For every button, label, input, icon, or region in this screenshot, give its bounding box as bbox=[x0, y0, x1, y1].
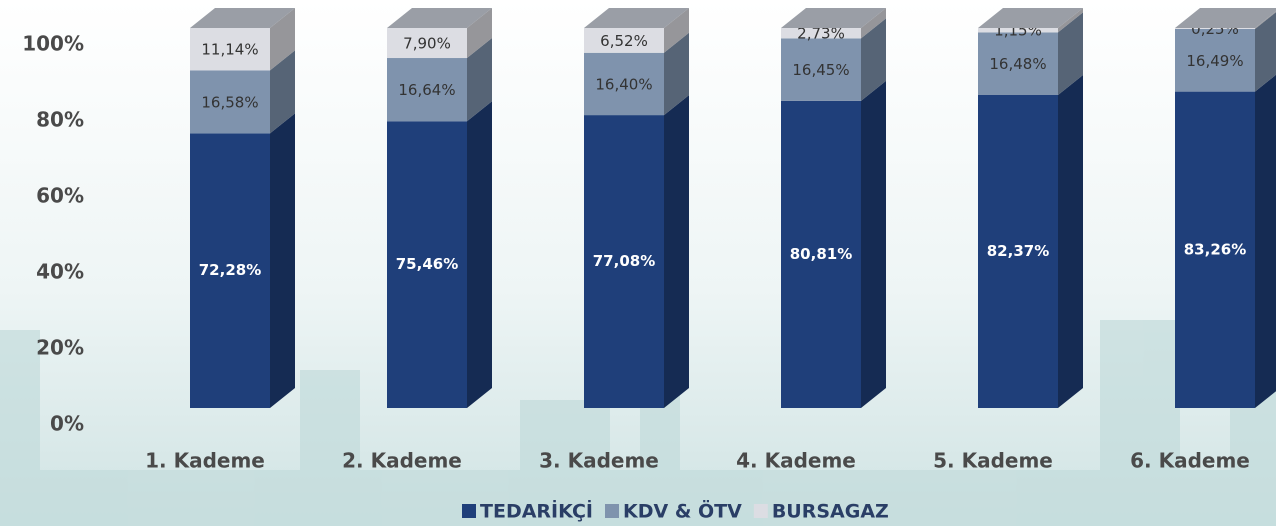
bar-side bbox=[1058, 8, 1083, 33]
bar-segment bbox=[1175, 28, 1255, 29]
bar-top bbox=[781, 8, 886, 29]
y-tick-label: 80% bbox=[36, 108, 84, 132]
x-tick-label: 3. Kademe bbox=[539, 449, 659, 473]
bar-segment bbox=[978, 32, 1058, 95]
x-tick-label: 6. Kademe bbox=[1130, 449, 1250, 473]
bar-top bbox=[190, 8, 295, 28]
bar-segment bbox=[584, 115, 664, 408]
data-label: 80,81% bbox=[790, 245, 852, 263]
bar-side bbox=[861, 8, 886, 39]
x-tick-label: 2. Kademe bbox=[342, 449, 462, 473]
data-label: 72,28% bbox=[199, 261, 261, 279]
data-label: 16,48% bbox=[989, 55, 1046, 73]
bar-side bbox=[1255, 74, 1276, 408]
y-tick-label: 100% bbox=[22, 32, 84, 56]
bar-side bbox=[467, 38, 492, 122]
legend-swatch bbox=[605, 504, 619, 518]
bar-side bbox=[467, 8, 492, 59]
y-tick-label: 20% bbox=[36, 336, 84, 360]
data-label: 16,45% bbox=[792, 61, 849, 79]
x-tick-label: 4. Kademe bbox=[736, 449, 856, 473]
data-label: 16,49% bbox=[1186, 52, 1243, 70]
bar-segment bbox=[387, 121, 467, 408]
bar-side bbox=[270, 8, 295, 71]
bar-side bbox=[861, 18, 886, 101]
bar-side bbox=[664, 32, 689, 116]
bar-segment bbox=[781, 100, 861, 408]
data-label: 7,90% bbox=[403, 35, 451, 53]
bar-segment bbox=[387, 28, 467, 59]
bar-segment bbox=[781, 38, 861, 101]
bar-segment bbox=[190, 28, 270, 71]
legend-label: BURSAGAZ bbox=[772, 501, 889, 523]
data-label: 16,40% bbox=[595, 75, 652, 93]
bar-side bbox=[467, 101, 492, 408]
data-label: 6,52% bbox=[600, 32, 648, 50]
legend-swatch bbox=[753, 504, 768, 518]
y-tick-label: 0% bbox=[50, 412, 84, 436]
x-tick-label: 1. Kademe bbox=[145, 449, 265, 473]
bar-side bbox=[664, 8, 689, 53]
bar-segment bbox=[584, 52, 664, 116]
y-tick-label: 60% bbox=[36, 184, 84, 208]
bar-top bbox=[387, 8, 492, 28]
bar-segment bbox=[387, 58, 467, 122]
skyline bbox=[0, 300, 1276, 526]
bar-side bbox=[1255, 12, 1276, 92]
bar-top bbox=[584, 8, 689, 28]
bar-segment bbox=[190, 133, 270, 408]
legend-label: TEDARİKÇİ bbox=[480, 499, 593, 523]
bar-side bbox=[270, 50, 295, 134]
bar-top bbox=[1175, 8, 1276, 28]
bar-side bbox=[861, 80, 886, 408]
bar-side bbox=[1255, 11, 1276, 29]
bar-side bbox=[1058, 74, 1083, 408]
data-label: 75,46% bbox=[396, 255, 458, 273]
data-label: 2,73% bbox=[797, 25, 845, 43]
bar-segment bbox=[1175, 91, 1255, 408]
bar-top bbox=[978, 8, 1083, 28]
bar-segment bbox=[190, 70, 270, 134]
legend-swatch bbox=[462, 504, 476, 518]
bar-side bbox=[270, 113, 295, 408]
data-label: 83,26% bbox=[1184, 240, 1246, 258]
bar-segment bbox=[978, 28, 1058, 33]
legend-label: KDV & ÖTV bbox=[623, 499, 742, 523]
data-label: 11,14% bbox=[201, 41, 258, 59]
bar-side bbox=[664, 95, 689, 408]
bar-segment bbox=[978, 94, 1058, 408]
y-tick-label: 40% bbox=[36, 260, 84, 284]
bar-segment bbox=[1175, 28, 1255, 92]
bar-segment bbox=[584, 28, 664, 53]
data-label: 16,64% bbox=[398, 81, 455, 99]
data-label: 16,58% bbox=[201, 93, 258, 111]
x-tick-label: 5. Kademe bbox=[933, 449, 1053, 473]
bar-segment bbox=[781, 28, 861, 39]
bar-side bbox=[1058, 12, 1083, 95]
data-label: 82,37% bbox=[987, 242, 1049, 260]
data-label: 77,08% bbox=[593, 252, 655, 270]
